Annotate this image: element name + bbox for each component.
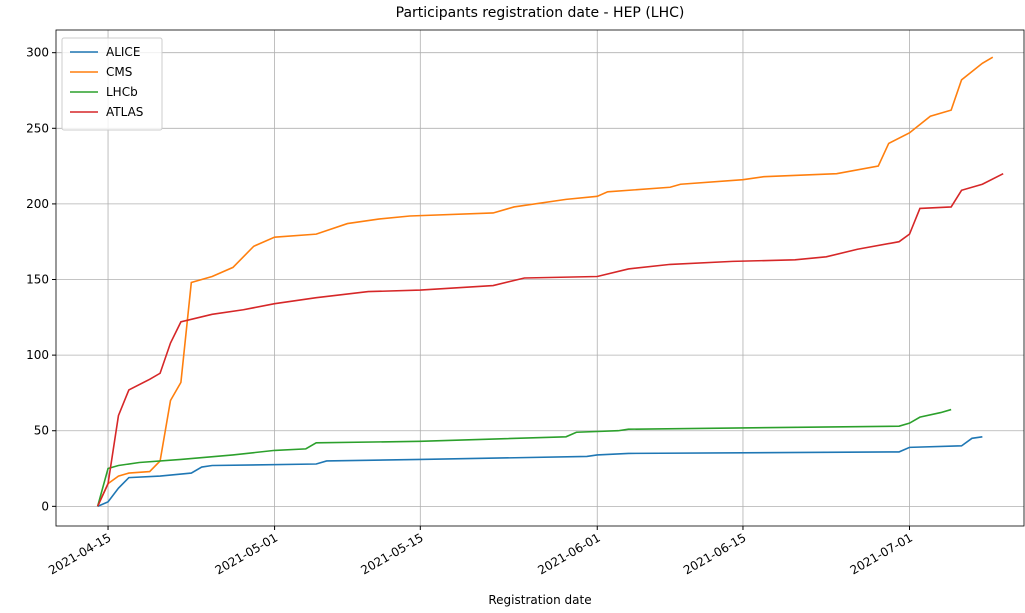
legend-box xyxy=(61,37,163,131)
legend-label: LHCb xyxy=(106,85,138,99)
legend-label: ALICE xyxy=(106,45,140,59)
y-tick-label: 50 xyxy=(34,424,49,438)
x-axis-label: Registration date xyxy=(488,593,591,607)
series-line xyxy=(96,172,1004,507)
y-tick-label: 100 xyxy=(26,348,49,362)
y-tick-label: 250 xyxy=(26,121,49,135)
y-tick-label: 300 xyxy=(26,46,49,60)
y-tick-label: 150 xyxy=(26,273,49,287)
series-line xyxy=(97,435,983,508)
legend-label: ATLAS xyxy=(106,105,143,119)
y-tick-label: 0 xyxy=(41,499,49,513)
plot-frame xyxy=(55,29,1025,527)
y-tick-label: 200 xyxy=(26,197,49,211)
series-line xyxy=(96,408,952,507)
chart-title: Participants registration date - HEP (LH… xyxy=(396,5,685,21)
series-line xyxy=(96,56,994,507)
legend-label: CMS xyxy=(106,65,132,79)
